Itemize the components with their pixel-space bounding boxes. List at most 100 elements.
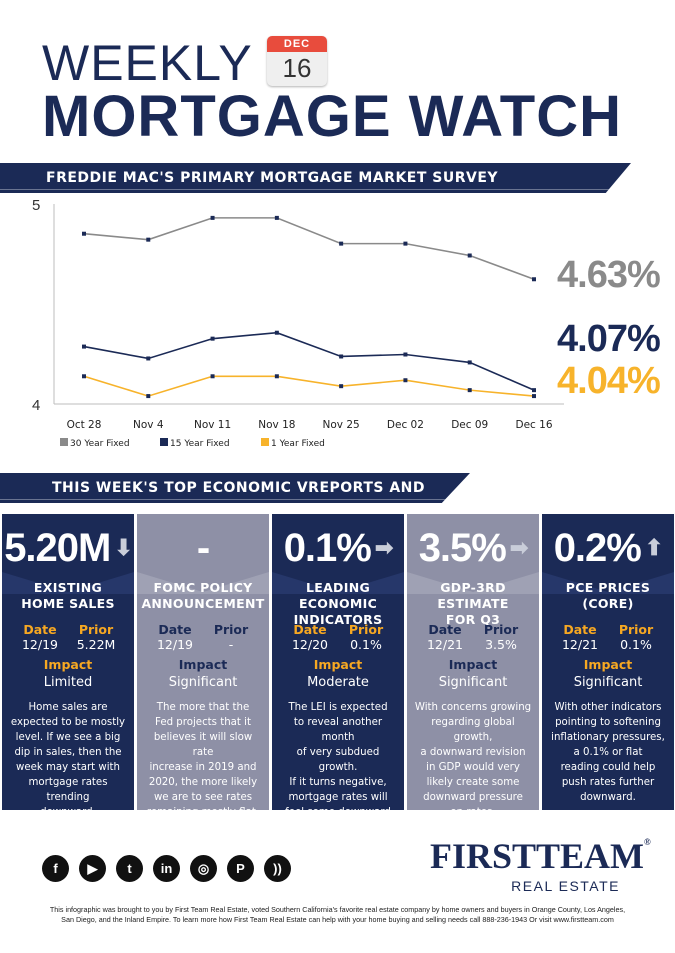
data-point [467, 388, 472, 393]
calendar-icon: DEC 16 [267, 36, 327, 86]
chevron-divider [272, 572, 404, 594]
description-line: 2020, the more likely [148, 777, 258, 788]
description-line: on rates. [450, 807, 496, 818]
event-details: Date Prior 12/19 - [147, 622, 259, 652]
description-line: believes it will slow rate [153, 732, 253, 758]
legend-label: 30 Year Fixed [70, 439, 130, 449]
rss-icon[interactable]: )) [264, 855, 291, 882]
date-label: Date [563, 622, 597, 637]
impact-label: Impact [448, 657, 498, 672]
calendar-month: DEC [267, 36, 327, 52]
description-line: level. If we see a big [15, 732, 121, 743]
event-name-line: FOR Q3 [445, 612, 501, 627]
data-point [532, 388, 536, 393]
data-point [532, 394, 536, 399]
legend-label: 1 Year Fixed [271, 439, 325, 449]
event-name: FOMC POLICY ANNOUNCEMENT [139, 580, 267, 612]
date-label: Date [158, 622, 192, 637]
description-line: remaining mostly flat. [146, 807, 260, 818]
event-prior: 0.1% [350, 637, 382, 652]
impact-label: Impact [178, 657, 228, 672]
description-line: downward. [580, 792, 636, 803]
data-point [532, 277, 536, 282]
description-line: If it turns negative, [289, 777, 387, 788]
prior-label: Prior [618, 622, 654, 637]
description-line: to reveal another month [293, 717, 383, 743]
legend-label: 15 Year Fixed [170, 439, 230, 449]
event-impact: Significant [573, 675, 643, 690]
first-team-logo[interactable]: FIRSTTEAM® REAL ESTATE [430, 836, 651, 895]
linkedin-icon[interactable]: in [153, 855, 180, 882]
description-line: downward. [40, 807, 96, 818]
event-name-line: (CORE) [582, 596, 634, 611]
date-label: Date [293, 622, 327, 637]
instagram-icon[interactable]: ◎ [190, 855, 217, 882]
data-point [339, 241, 344, 246]
brand-name: FIRSTTEAM® [430, 836, 651, 876]
event-prior: 5.22M [76, 637, 116, 652]
data-point [403, 378, 408, 383]
event-card: 5.20M ⬇ EXISTING HOME SALES Date Prior 12/19 5.… [2, 514, 134, 818]
right-arrow-icon: ➡ [509, 535, 528, 560]
youtube-icon[interactable]: ▶ [79, 855, 106, 882]
description-line: With other indicators [554, 702, 662, 713]
event-description: Home sales are expected to be mostly level… [8, 700, 128, 820]
event-description: The LEI is expected to reveal another mon… [278, 700, 398, 835]
impact-label: Impact [43, 657, 93, 672]
data-point [210, 336, 215, 341]
chevron-divider [137, 572, 269, 594]
event-value-text: 3.5% [418, 525, 507, 570]
data-point [274, 374, 279, 379]
series-line [83, 217, 535, 281]
description-line: a 0.1% or flat [573, 747, 643, 758]
data-point [82, 231, 86, 236]
description-line: we are to see rates [153, 792, 253, 803]
description-line: Home sales are [28, 702, 108, 713]
event-impact: Significant [168, 675, 238, 690]
chevron-divider [542, 572, 674, 594]
event-details: Date Prior 12/21 3.5% [417, 622, 529, 652]
description-line: downward pressure [423, 792, 523, 803]
legend-swatch [60, 438, 68, 446]
description-line: The more that the [156, 702, 250, 713]
event-date: 12/19 [156, 637, 194, 652]
pinterest-icon[interactable]: P [227, 855, 254, 882]
event-details: Date Prior 12/19 5.22M [12, 622, 124, 652]
impact-label: Impact [313, 657, 363, 672]
prior-label: Prior [483, 622, 519, 637]
legend-swatch [160, 438, 168, 446]
description-line: pressure. [314, 822, 362, 833]
data-point [146, 356, 151, 361]
x-tick-label: Nov 4 [133, 419, 164, 431]
description-line: pointing to softening [555, 717, 661, 728]
description-line: push rates further [561, 777, 655, 788]
prior-label: Prior [213, 622, 249, 637]
down-arrow-icon: ⬇ [114, 535, 132, 560]
data-point [467, 253, 472, 258]
event-name-line: EXISTING [33, 580, 103, 595]
data-point [274, 330, 279, 335]
description-line: mortgage rates will [288, 792, 388, 803]
event-name: GDP-3RD ESTIMATE FOR Q3 [409, 580, 537, 628]
right-arrow-icon: ➡ [374, 535, 393, 560]
event-impact: Limited [43, 675, 93, 690]
mortgage-watch-title: MORTGAGE WATCH [42, 84, 622, 149]
event-impact: Moderate [307, 675, 369, 690]
event-value-text: 5.20M [4, 525, 111, 570]
event-card: - FOMC POLICY ANNOUNCEMENT Date Prior 12/19- I… [137, 514, 269, 818]
event-name-line: HOME SALES [21, 596, 115, 611]
facebook-icon[interactable]: f [42, 855, 69, 882]
series-line [83, 331, 535, 391]
event-value: 0.1% ➡ [272, 520, 404, 576]
event-name: PCE PRICES (CORE) [544, 580, 672, 612]
date-label: Date [428, 622, 462, 637]
mortgage-rate-chart: 4 5 Oct 28 Nov 4 Nov 11 Nov 18 Nov 25 Dec 02 Dec… [32, 197, 564, 449]
event-name: EXISTING HOME SALES [4, 580, 132, 612]
prior-label: Prior [78, 622, 114, 637]
rate-label: 4.63% [557, 254, 661, 296]
twitter-icon[interactable]: t [116, 855, 143, 882]
chevron-divider [407, 572, 539, 594]
footer-line-2: San Diego, and the Inland Empire. To lea… [61, 915, 614, 924]
legend-swatch [261, 438, 269, 446]
event-impact: Significant [438, 675, 508, 690]
